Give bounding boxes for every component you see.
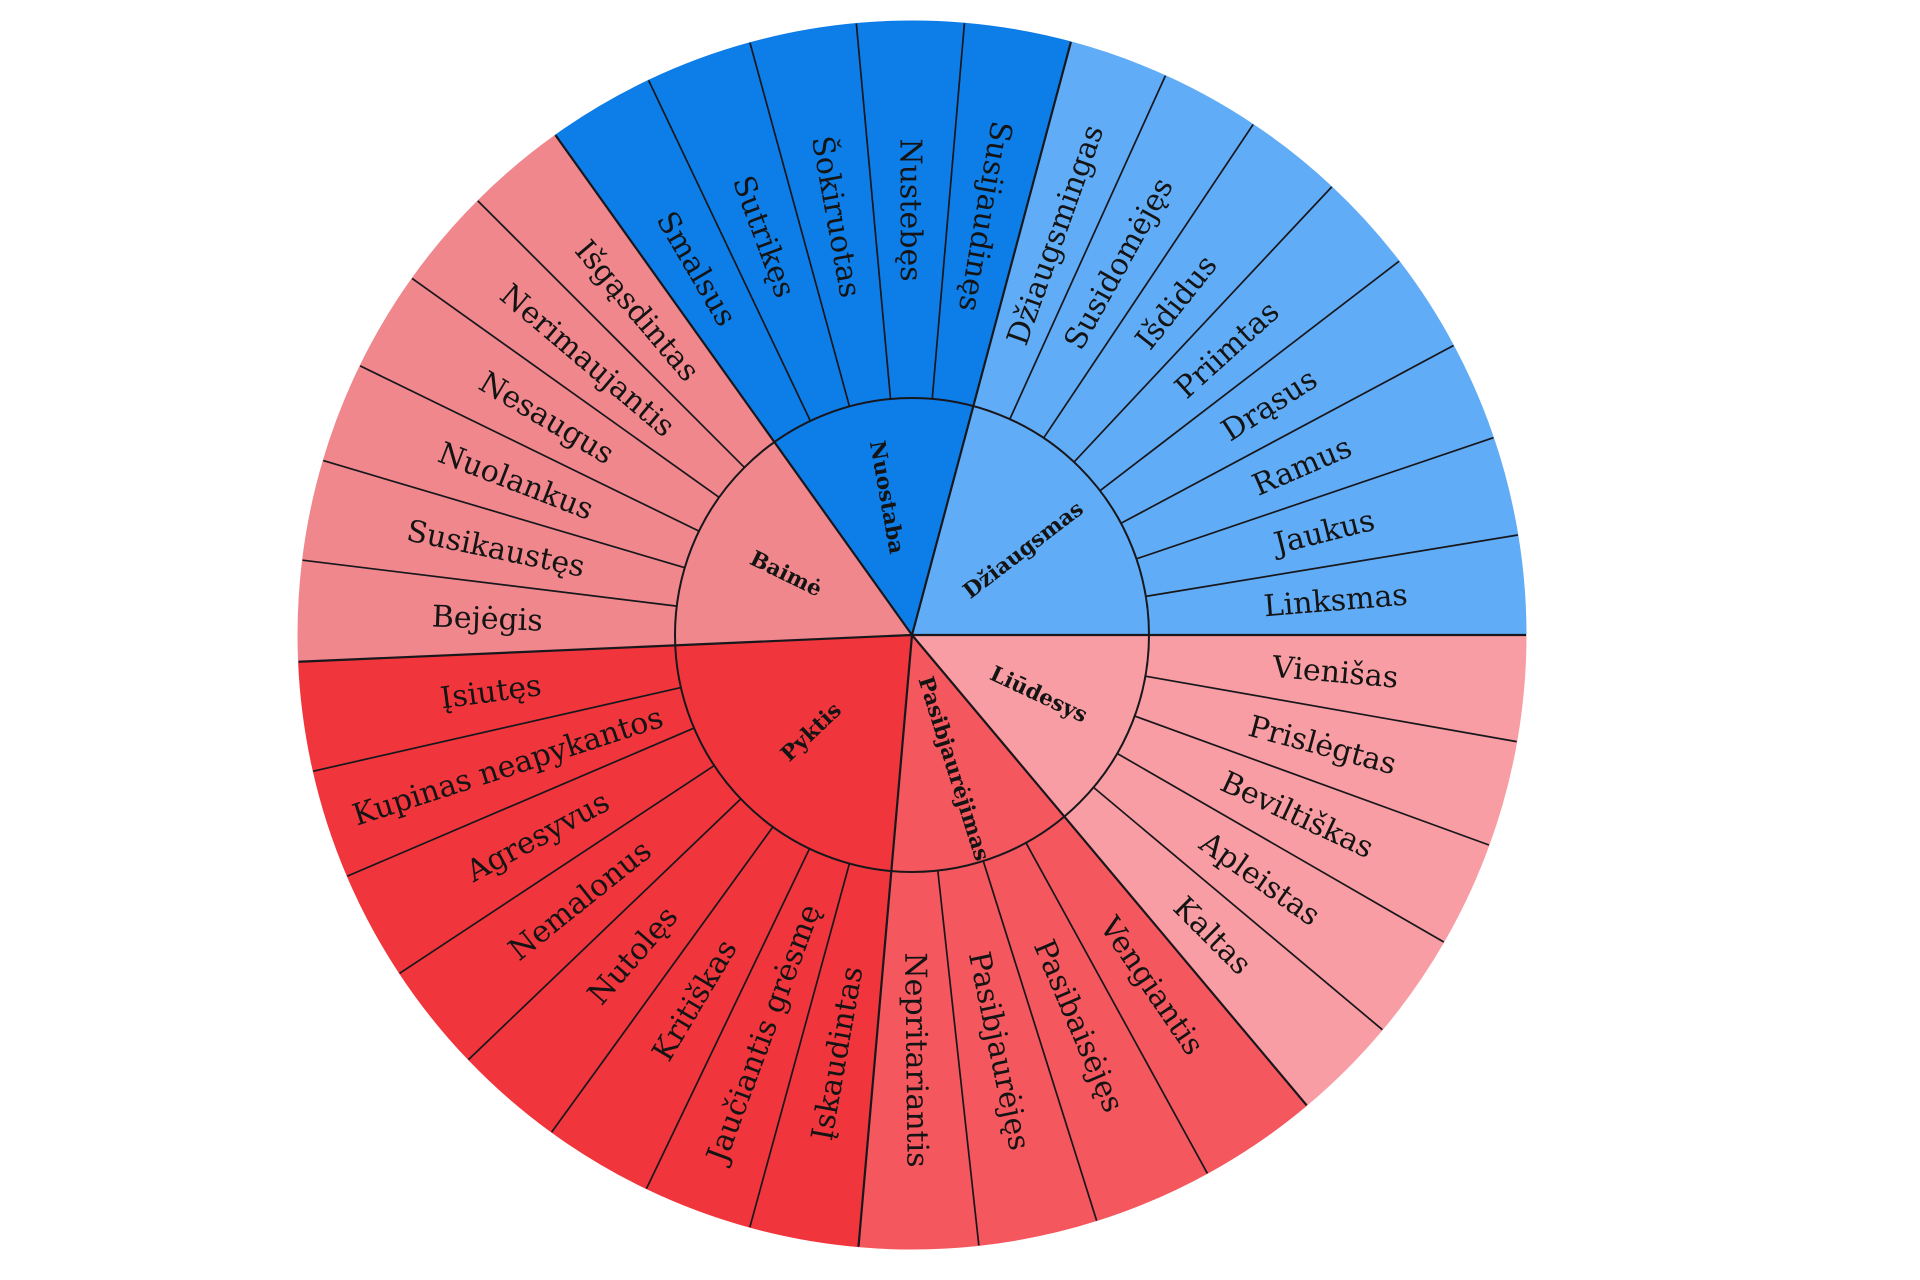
sub-divider-line xyxy=(346,727,695,877)
sub-emotion-label-bejegis: Bejėgis xyxy=(431,599,543,638)
inner-circle-outline xyxy=(674,397,1150,873)
sub-emotion-label-nustebes: Nustebęs xyxy=(893,138,928,281)
sub-divider-line xyxy=(1073,186,1333,463)
sub-divider-line xyxy=(645,848,811,1189)
sub-divider-line xyxy=(411,277,720,499)
sub-divider-line xyxy=(1042,124,1254,439)
sub-divider-line xyxy=(931,23,966,399)
sub-divider-line xyxy=(313,686,682,772)
sub-divider-line xyxy=(1116,752,1445,943)
sector-boundary-line xyxy=(910,41,1072,636)
sub-divider-line xyxy=(1134,715,1490,846)
sub-emotion-label-nepritariantis: Nepritariantis xyxy=(897,952,934,1168)
sub-divider-line xyxy=(647,79,812,422)
sub-divider-line xyxy=(1145,534,1518,598)
sub-divider-line xyxy=(1025,842,1209,1174)
sub-divider-line xyxy=(982,860,1098,1221)
sub-divider-line xyxy=(323,459,686,569)
wheel-wedges xyxy=(297,20,1527,1250)
sub-divider-line xyxy=(749,863,851,1228)
sub-divider-line xyxy=(1120,344,1454,525)
sub-divider-line xyxy=(855,23,892,400)
sub-divider-line xyxy=(749,42,851,407)
sector-boundary-line xyxy=(857,634,914,1247)
sub-divider-line xyxy=(477,200,746,469)
sector-boundary-line xyxy=(554,134,913,636)
sub-divider-line xyxy=(1093,786,1383,1031)
sector-boundary-line xyxy=(298,633,913,663)
wheel-divider-lines xyxy=(298,23,1526,1247)
sub-divider-line xyxy=(467,798,742,1061)
sub-divider-line xyxy=(550,826,774,1133)
sub-divider-line xyxy=(399,764,715,975)
sub-divider-line xyxy=(1099,260,1400,492)
sub-divider-line xyxy=(302,559,677,607)
sub-divider-line xyxy=(1136,436,1494,560)
sub-divider-line xyxy=(1145,675,1517,743)
sub-divider-line xyxy=(359,365,700,532)
sector-boundary-line xyxy=(911,634,1308,1107)
sub-divider-line xyxy=(1009,75,1167,420)
sub-divider-line xyxy=(936,870,980,1246)
